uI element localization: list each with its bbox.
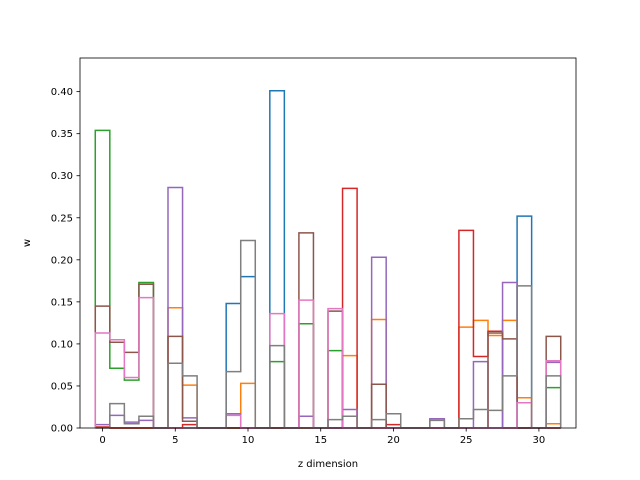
y-tick-label: 0.05: [51, 381, 73, 392]
x-tick-label: 30: [533, 435, 546, 446]
y-tick-label: 0.25: [51, 213, 73, 224]
x-tick-label: 20: [387, 435, 400, 446]
x-axis: 0 5 10 15 20 25 30: [99, 428, 545, 446]
y-tick-label: 0.30: [51, 171, 73, 182]
axes-frame: [79, 57, 577, 429]
y-tick-label: 0.20: [51, 255, 73, 266]
y-axis: 0.00 0.05 0.10 0.15 0.20 0.25 0.30 0.35 0.40: [51, 87, 80, 435]
y-tick-label: 0.15: [51, 297, 73, 308]
x-tick-label: 15: [314, 435, 327, 446]
x-tick-label: 0: [99, 435, 105, 446]
y-tick-label: 0.35: [51, 129, 73, 140]
x-tick-label: 5: [172, 435, 178, 446]
y-tick-label: 0.00: [51, 424, 73, 435]
y-tick-label: 0.10: [51, 339, 73, 350]
x-axis-label: z dimension: [298, 459, 358, 470]
y-axis-label: w: [22, 239, 33, 247]
x-tick-label: 10: [242, 435, 255, 446]
x-tick-label: 25: [460, 435, 473, 446]
y-tick-label: 0.40: [51, 87, 73, 98]
series-7-step-line: [95, 239, 562, 429]
